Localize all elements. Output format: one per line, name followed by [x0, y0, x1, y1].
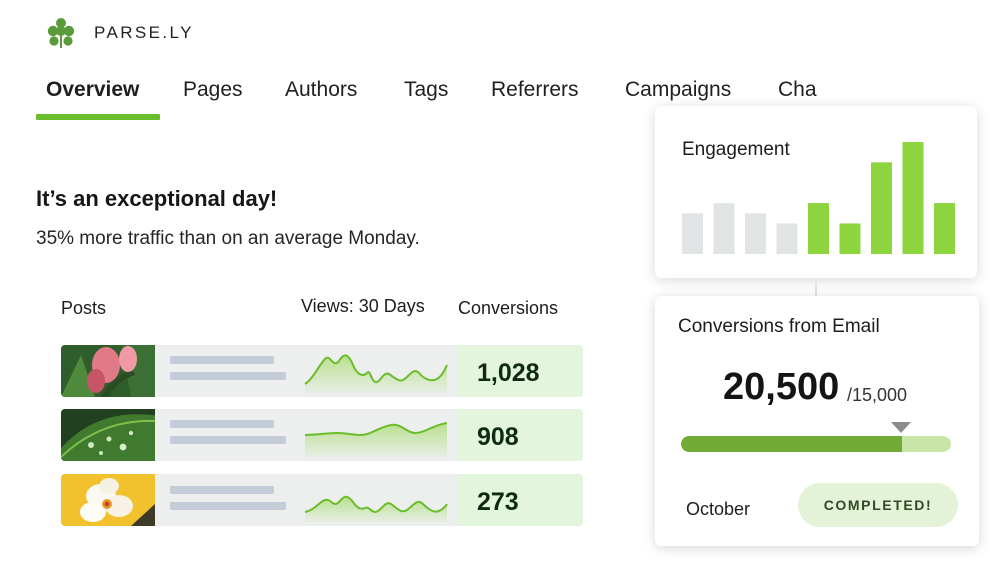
engagement-card[interactable]: Engagement: [655, 106, 977, 278]
tab-tags[interactable]: Tags: [404, 78, 449, 101]
post-summary: [155, 345, 457, 397]
post-title-placeholder: [170, 356, 274, 364]
engagement-bar: [776, 223, 798, 254]
tab-overview[interactable]: Overview: [46, 78, 140, 101]
parsely-leaf-icon: [47, 18, 75, 48]
post-summary: [155, 474, 457, 526]
conversions-email-card[interactable]: Conversions from Email 20,500 /15,000 Oc…: [655, 296, 979, 546]
post-thumbnail: [61, 345, 155, 397]
conversions-progress-bar: [681, 436, 951, 452]
summary-detail: 35% more traffic than on an average Mond…: [36, 228, 420, 249]
column-header-views: Views: 30 Days: [301, 296, 425, 316]
post-thumbnail: [61, 409, 155, 461]
table-row[interactable]: 273: [61, 474, 583, 526]
nav-tabs: Overview Pages Authors Tags Referrers Ca…: [0, 74, 1005, 122]
goal-marker-icon: [891, 422, 911, 433]
views-sparkline: [304, 495, 448, 522]
conversions-goal: /15,000: [847, 385, 908, 405]
conversion-count: 908: [477, 423, 519, 451]
conversion-value: 1,028: [457, 345, 583, 397]
post-meta-placeholder: [170, 502, 286, 510]
post-meta-placeholder: [170, 436, 286, 444]
brand-name: PARSE.LY: [94, 23, 194, 42]
tab-channels-truncated[interactable]: Cha: [778, 78, 817, 101]
post-summary: [155, 409, 457, 461]
engagement-bar: [713, 203, 735, 254]
period-label: October: [686, 499, 751, 519]
table-row[interactable]: 1,028: [61, 345, 583, 397]
conversion-value: 908: [457, 409, 583, 461]
post-thumbnail: [61, 474, 155, 526]
summary-headline: It’s an exceptional day!: [36, 186, 278, 211]
engagement-bar: [839, 223, 861, 254]
engagement-bar-chart: [682, 142, 955, 254]
views-sparkline: [304, 354, 448, 393]
engagement-title: Engagement: [682, 139, 790, 160]
engagement-bar: [871, 162, 892, 254]
tab-pages[interactable]: Pages: [183, 78, 243, 101]
post-meta-placeholder: [170, 372, 286, 380]
column-header-posts: Posts: [61, 298, 107, 318]
card-connector: [815, 278, 817, 296]
tab-referrers[interactable]: Referrers: [491, 78, 579, 101]
conversion-count: 273: [477, 488, 519, 516]
conversions-value: 20,500: [723, 366, 840, 408]
tab-campaigns[interactable]: Campaigns: [625, 78, 732, 101]
engagement-bar: [902, 142, 924, 254]
conversion-count: 1,028: [477, 359, 540, 387]
active-tab-indicator: [36, 114, 160, 120]
table-row[interactable]: 908: [61, 409, 583, 461]
engagement-bar: [934, 203, 955, 254]
column-header-conversions: Conversions: [458, 298, 559, 318]
post-title-placeholder: [170, 420, 274, 428]
status-badge: COMPLETED!: [798, 483, 958, 527]
engagement-bar: [808, 203, 829, 254]
engagement-bar: [745, 213, 766, 254]
brand-logo[interactable]: PARSE.LY: [46, 16, 194, 50]
conversion-value: 273: [457, 474, 583, 526]
views-sparkline: [304, 422, 448, 457]
post-title-placeholder: [170, 486, 274, 494]
engagement-bar: [682, 213, 703, 254]
tab-authors[interactable]: Authors: [285, 78, 358, 101]
conversions-title: Conversions from Email: [678, 316, 880, 337]
progress-fill: [681, 436, 903, 452]
